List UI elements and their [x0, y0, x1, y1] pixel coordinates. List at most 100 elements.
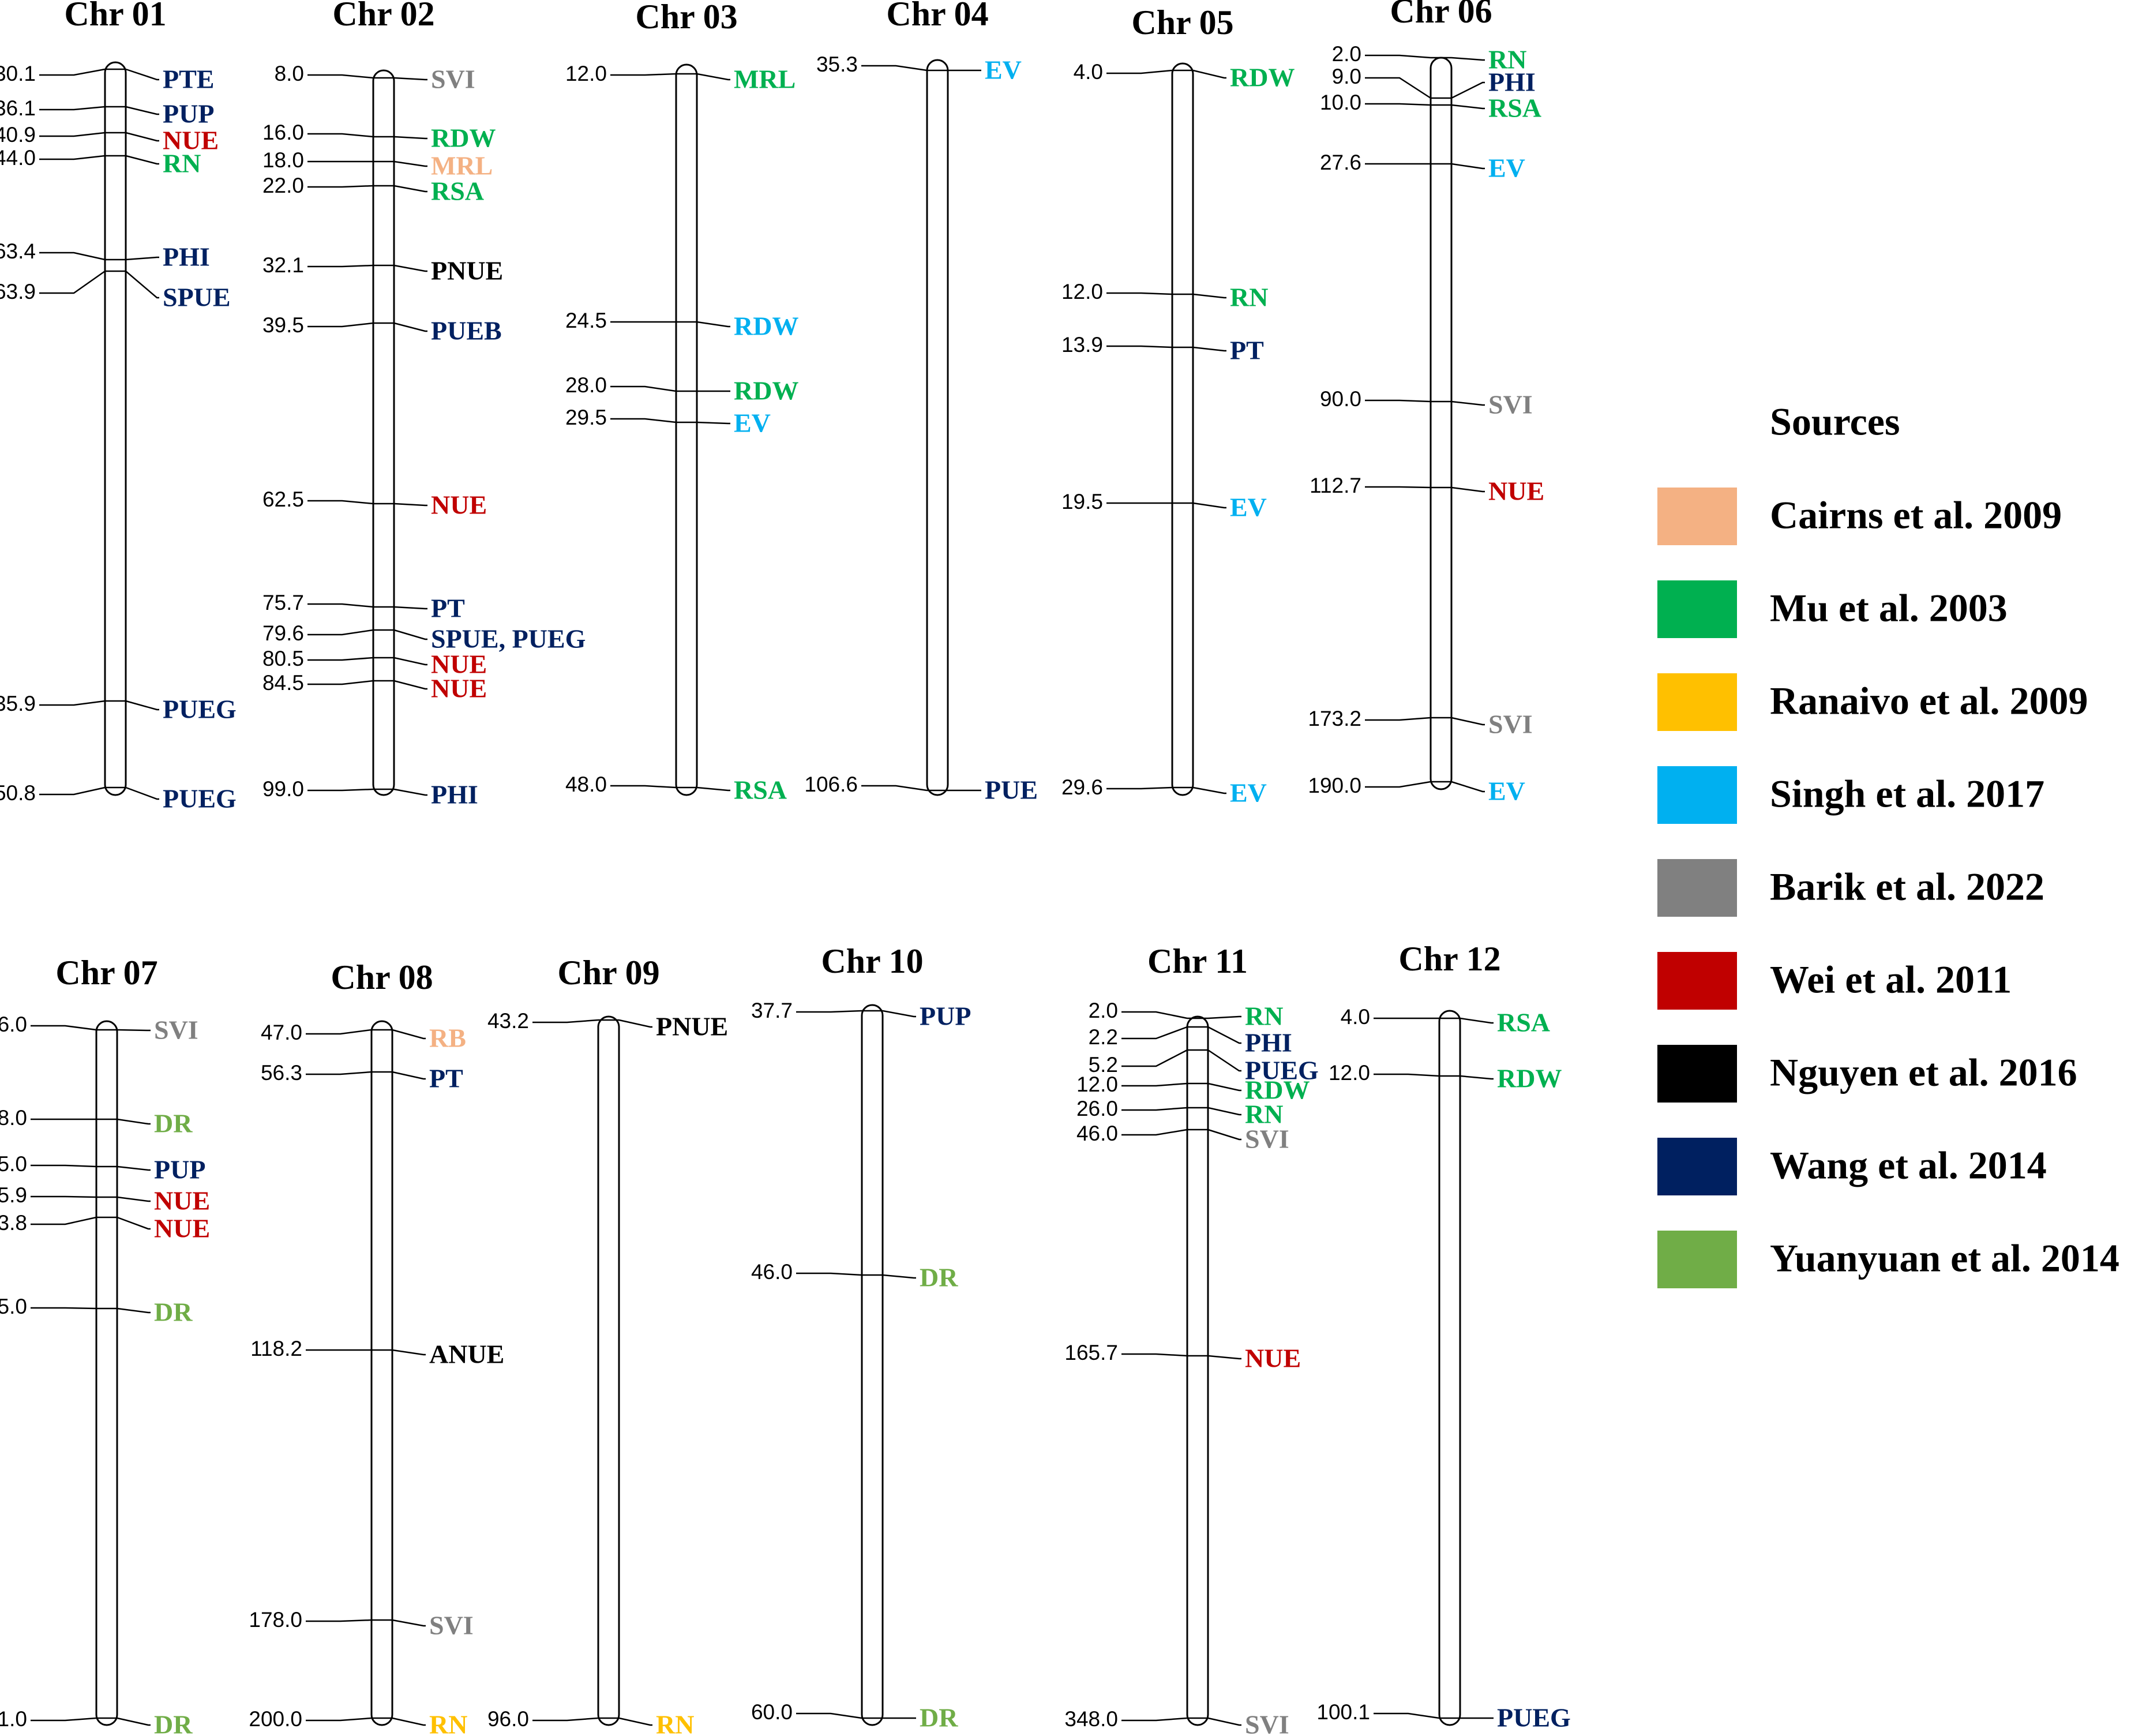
legend-swatch — [1657, 488, 1737, 545]
chromosome-10: Chr 10 37.7 PUP 46.0 DR 60.0 DR — [751, 942, 971, 1733]
qtl-label: RSA — [1497, 1008, 1550, 1037]
marker-position: 200.0 — [249, 1707, 302, 1731]
marker-right-tick — [117, 1165, 151, 1171]
marker-right-tick — [393, 185, 427, 193]
qtl-label: PUP — [920, 1002, 971, 1031]
marker-right-tick — [393, 136, 427, 140]
marker-position: 2.0 — [1089, 999, 1118, 1022]
qtl-label: EV — [734, 408, 771, 438]
qtl-label: NUE — [154, 1186, 210, 1216]
qtl-label: PUEG — [163, 784, 237, 813]
legend-item: Ranaivo et al. 2009 — [1657, 673, 2088, 731]
qtl-label: DR — [154, 1298, 193, 1327]
qtl-label: RDW — [431, 123, 496, 153]
qtl-label: RDW — [1230, 63, 1295, 92]
qtl-label: NUE — [431, 674, 487, 703]
marker-position: 35.3 — [816, 53, 858, 76]
chromosome-title: Chr 07 — [55, 954, 157, 992]
marker-left-tick — [532, 1019, 599, 1023]
marker-left-tick — [307, 603, 374, 608]
marker-left-tick — [307, 657, 374, 661]
marker-position: 150.8 — [0, 781, 36, 805]
chromosome-body — [675, 63, 698, 796]
qtl-label: RSA — [431, 177, 484, 206]
marker-position: 29.5 — [565, 406, 607, 429]
marker-right-tick — [125, 155, 159, 165]
marker-left-tick — [610, 785, 677, 789]
marker-position: 36.1 — [0, 96, 36, 120]
qtl-label: RDW — [1497, 1064, 1562, 1093]
qtl-label: SPUE, PUEG — [431, 624, 586, 654]
qtl-label: PT — [431, 594, 465, 623]
chromosome-3: Chr 03 12.0 MRL 24.5 RDW 28.0 RDW 29.5 EV 48.0 RSA — [565, 0, 798, 805]
marker-right-tick — [392, 1717, 426, 1726]
marker-right-tick — [117, 1717, 151, 1726]
qtl-label: PUE — [985, 775, 1038, 805]
legend-title: Sources — [1770, 400, 1900, 444]
chromosome-body — [372, 69, 395, 796]
marker-right-tick — [1451, 81, 1485, 99]
marker-position: 2.2 — [1089, 1025, 1118, 1049]
marker-left-tick — [31, 1216, 97, 1225]
marker-position: 96.0 — [487, 1707, 529, 1731]
legend-label: Cairns et al. 2009 — [1770, 493, 2062, 537]
marker-right-tick — [1192, 346, 1226, 352]
marker-right-tick — [1451, 486, 1485, 493]
qtl-label: DR — [154, 1109, 193, 1138]
chromosome-2: Chr 02 8.0 SVI 16.0 RDW 18.0 MRL 22.0 RSA 32.1 PNU… — [262, 0, 586, 809]
chromosome-title: Chr 09 — [557, 954, 659, 992]
qtl-label: RN — [1230, 283, 1268, 312]
marker-left-tick — [796, 1712, 862, 1719]
marker-left-tick — [306, 1071, 372, 1075]
marker-right-tick — [393, 264, 427, 272]
marker-position: 106.6 — [804, 773, 858, 796]
marker-left-tick — [1121, 1011, 1188, 1019]
qtl-label: PT — [429, 1064, 463, 1093]
marker-position: 55.0 — [0, 1152, 27, 1176]
legend-label: Barik et al. 2022 — [1770, 865, 2044, 909]
legend-item: Wei et al. 2011 — [1657, 952, 2012, 1010]
marker-right-tick — [696, 321, 730, 328]
legend: Sources Cairns et al. 2009 Mu et al. 2003 R… — [1657, 400, 2119, 1288]
marker-position: 38.0 — [0, 1106, 27, 1130]
qtl-label: PHI — [1245, 1028, 1292, 1058]
qtl-label: NUE — [431, 490, 487, 520]
qtl-label: PUP — [154, 1155, 205, 1184]
qtl-label: RN — [1245, 1002, 1283, 1031]
qtl-label: RSA — [734, 775, 787, 805]
marker-left-tick — [306, 1717, 372, 1722]
marker-position: 118.2 — [250, 1337, 302, 1360]
qtl-label: PUEG — [1245, 1056, 1319, 1085]
legend-item: Cairns et al. 2009 — [1657, 488, 2062, 545]
qtl-label: PUEG — [1497, 1703, 1571, 1733]
marker-left-tick — [39, 68, 106, 76]
marker-left-tick — [307, 133, 374, 138]
marker-right-tick — [1207, 1717, 1241, 1726]
marker-position: 9.0 — [1332, 65, 1361, 88]
marker-right-tick — [125, 700, 159, 711]
marker-left-tick — [39, 252, 106, 261]
marker-position: 12.0 — [565, 62, 607, 85]
qtl-label: NUE — [431, 650, 487, 679]
qtl-label: RDW — [734, 312, 798, 341]
chromosome-4: Chr 04 35.3 EV 106.6 PUE — [804, 0, 1038, 805]
marker-position: 348.0 — [1064, 1707, 1118, 1731]
marker-right-tick — [393, 322, 427, 332]
marker-position: 112.7 — [1310, 474, 1361, 497]
marker-position: 10.0 — [1320, 91, 1361, 114]
qtl-label: RB — [429, 1023, 466, 1053]
marker-position: 4.0 — [1074, 60, 1103, 84]
chromosome-body — [597, 1015, 620, 1726]
qtl-label: RN — [1488, 45, 1526, 74]
marker-left-tick — [1365, 77, 1431, 99]
qtl-label: MRL — [734, 65, 796, 94]
chromosome-title: Chr 06 — [1390, 0, 1492, 30]
marker-left-tick — [1365, 103, 1431, 106]
chromosome-6: Chr 06 2.0 RN 9.0 PHI 10.0 RSA 27.6 EV 90.0 SVI 112… — [1308, 0, 1544, 806]
marker-position: 46.0 — [751, 1260, 793, 1284]
qtl-label: PNUE — [656, 1012, 728, 1041]
marker-position: 43.2 — [487, 1009, 529, 1033]
marker-right-tick — [117, 1196, 151, 1202]
chromosome-body — [1171, 62, 1194, 796]
legend-item: Wang et al. 2014 — [1657, 1138, 2047, 1195]
